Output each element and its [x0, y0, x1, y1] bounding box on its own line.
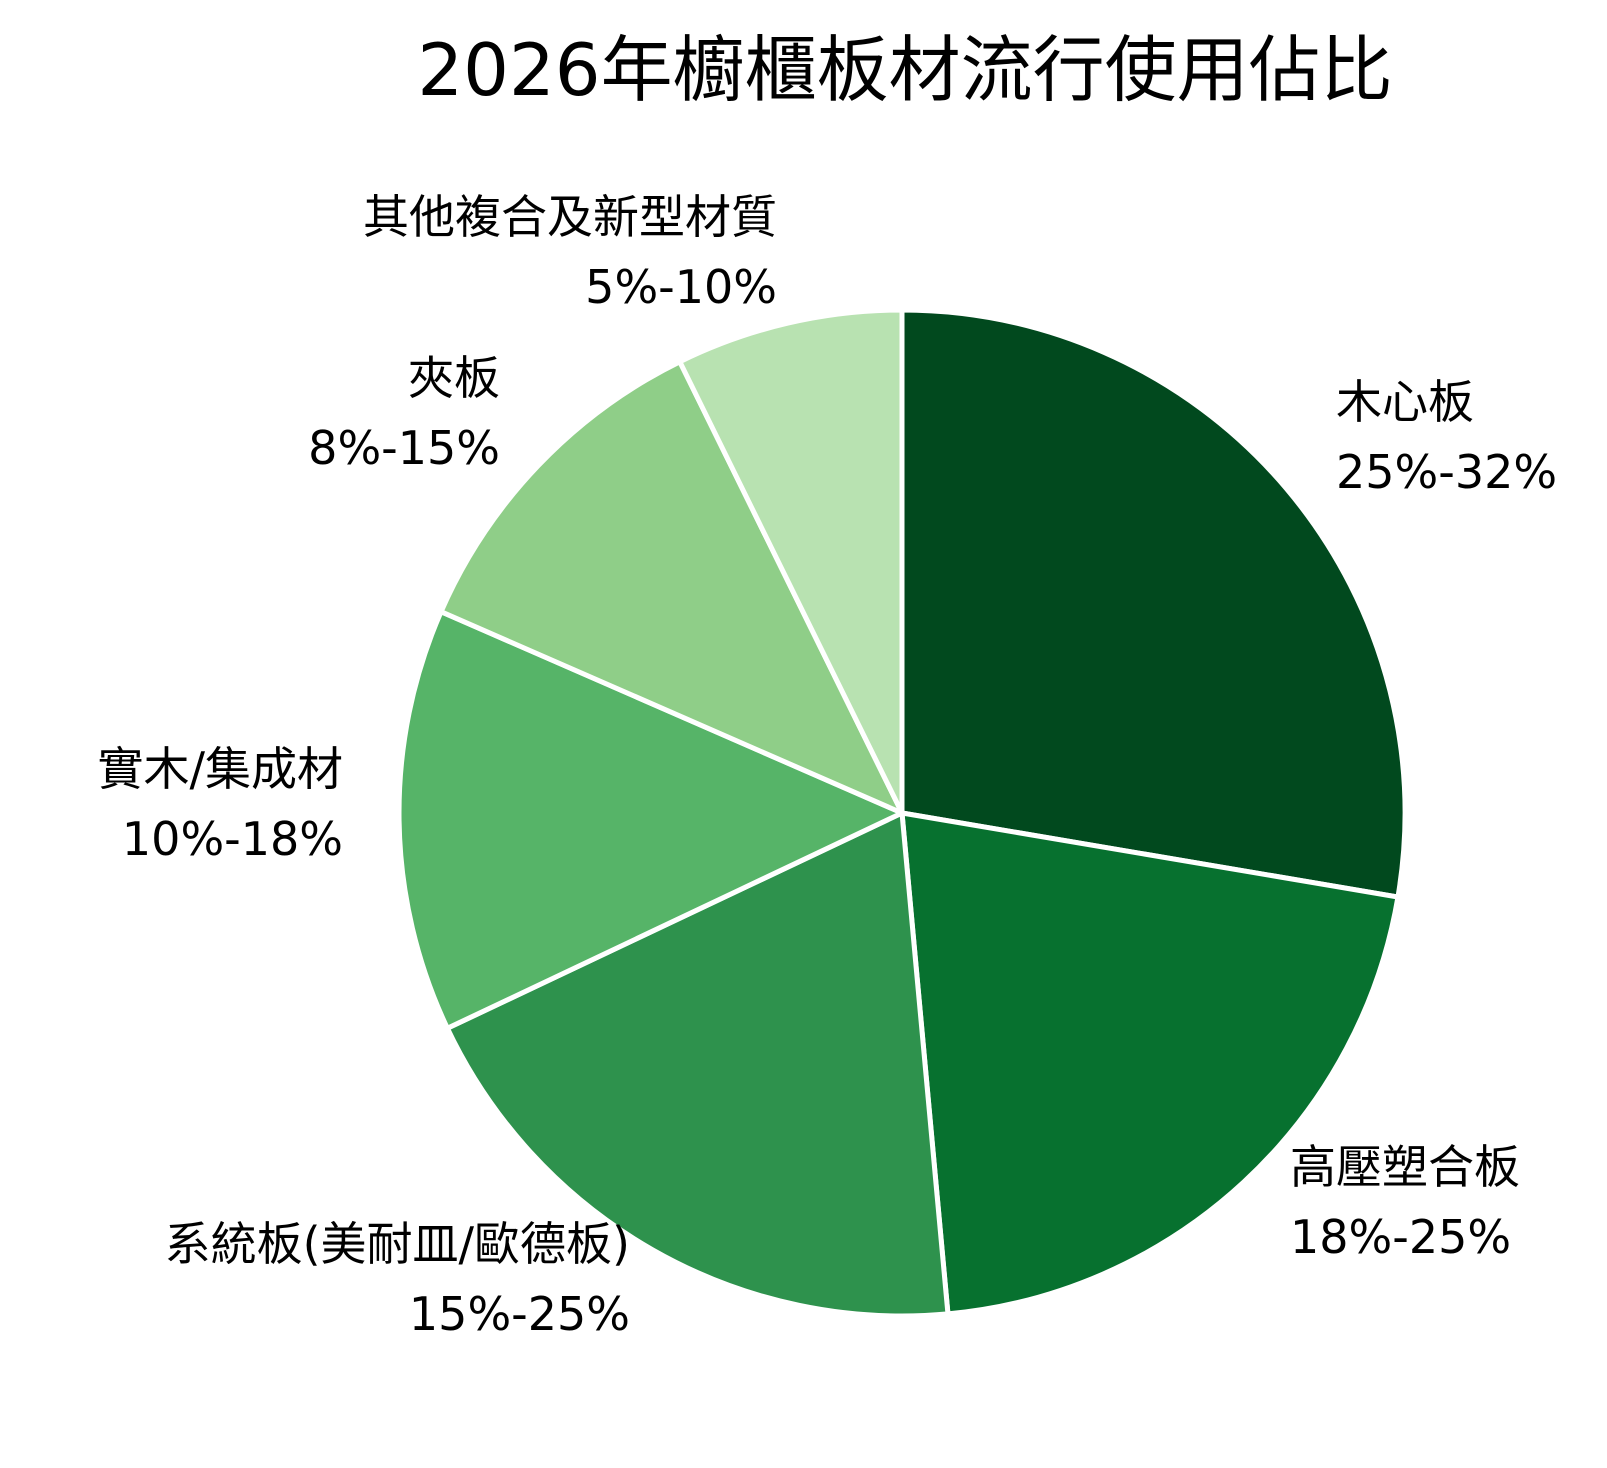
pie-slice — [899, 810, 1401, 1317]
slice-label-range: 5%-10% — [585, 260, 777, 314]
slice-label-name: 木心板 — [1336, 375, 1474, 429]
slice-label-range: 8%-15% — [308, 421, 500, 475]
chart-title: 2026年櫥櫃板材流行使用佔比 — [417, 28, 1392, 112]
pie-slices — [396, 307, 1408, 1319]
slice-label-name: 其他複合及新型材質 — [363, 190, 777, 244]
slice-label-range: 15%-25% — [409, 1287, 630, 1341]
slice-label-range: 10%-18% — [122, 812, 343, 866]
pie-slice — [899, 307, 1408, 900]
slice-label-name: 實木/集成材 — [98, 742, 344, 796]
slice-label-name: 高壓塑合板 — [1290, 1140, 1520, 1194]
slice-label-name: 夾板 — [408, 351, 500, 405]
slice-label-range: 18%-25% — [1290, 1210, 1511, 1264]
pie-slice — [677, 307, 905, 816]
pie-slice — [438, 359, 905, 816]
slice-label-range: 25%-32% — [1336, 445, 1557, 499]
pie-slice — [396, 609, 905, 1031]
slice-label-name: 系統板(美耐皿/歐德板) — [165, 1217, 630, 1271]
slice-labels: 木心板 25%-32% 高壓塑合板 18%-25% 系統板(美耐皿/歐德板) 15%-25… — [98, 190, 1558, 1341]
pie-slice — [444, 810, 951, 1319]
